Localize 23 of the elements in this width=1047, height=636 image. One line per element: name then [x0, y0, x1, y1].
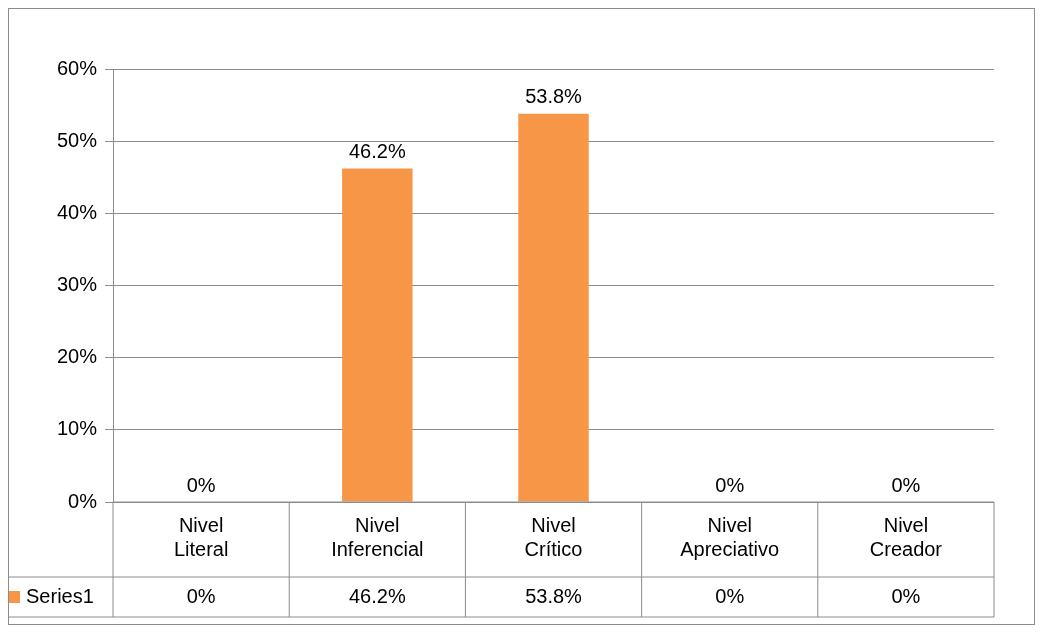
text: 0%	[891, 473, 921, 496]
y-tick-label: 20%	[57, 345, 98, 368]
x-tick-label: Nivel Apreciativo	[680, 513, 780, 560]
text: 0%	[715, 473, 745, 496]
y-tick-label: 10%	[57, 417, 98, 440]
y-tick-label: 50%	[57, 128, 98, 151]
y-tick-label: 30%	[57, 273, 98, 296]
legend-label: Series1	[26, 584, 94, 607]
text: 0%	[186, 473, 216, 496]
data-label: 46.2%	[348, 584, 406, 607]
text: 46.2%	[348, 140, 406, 163]
data-label: 53.8%	[525, 584, 583, 607]
y-tick-label: 0%	[68, 489, 98, 512]
x-tick-label: Nivel Inferencial	[331, 513, 424, 560]
y-tick-label: 60%	[57, 56, 98, 79]
x-tick-label: Nivel Crítico	[524, 513, 583, 560]
x-tick-label: Nivel Literal	[173, 513, 229, 560]
data-label: 0%	[715, 584, 745, 607]
x-tick-label: Nivel Creador	[869, 513, 943, 560]
data-label: 0%	[891, 584, 921, 607]
y-tick-label: 40%	[57, 200, 98, 223]
text: 53.8%	[525, 85, 582, 108]
data-label: 0%	[186, 584, 216, 607]
